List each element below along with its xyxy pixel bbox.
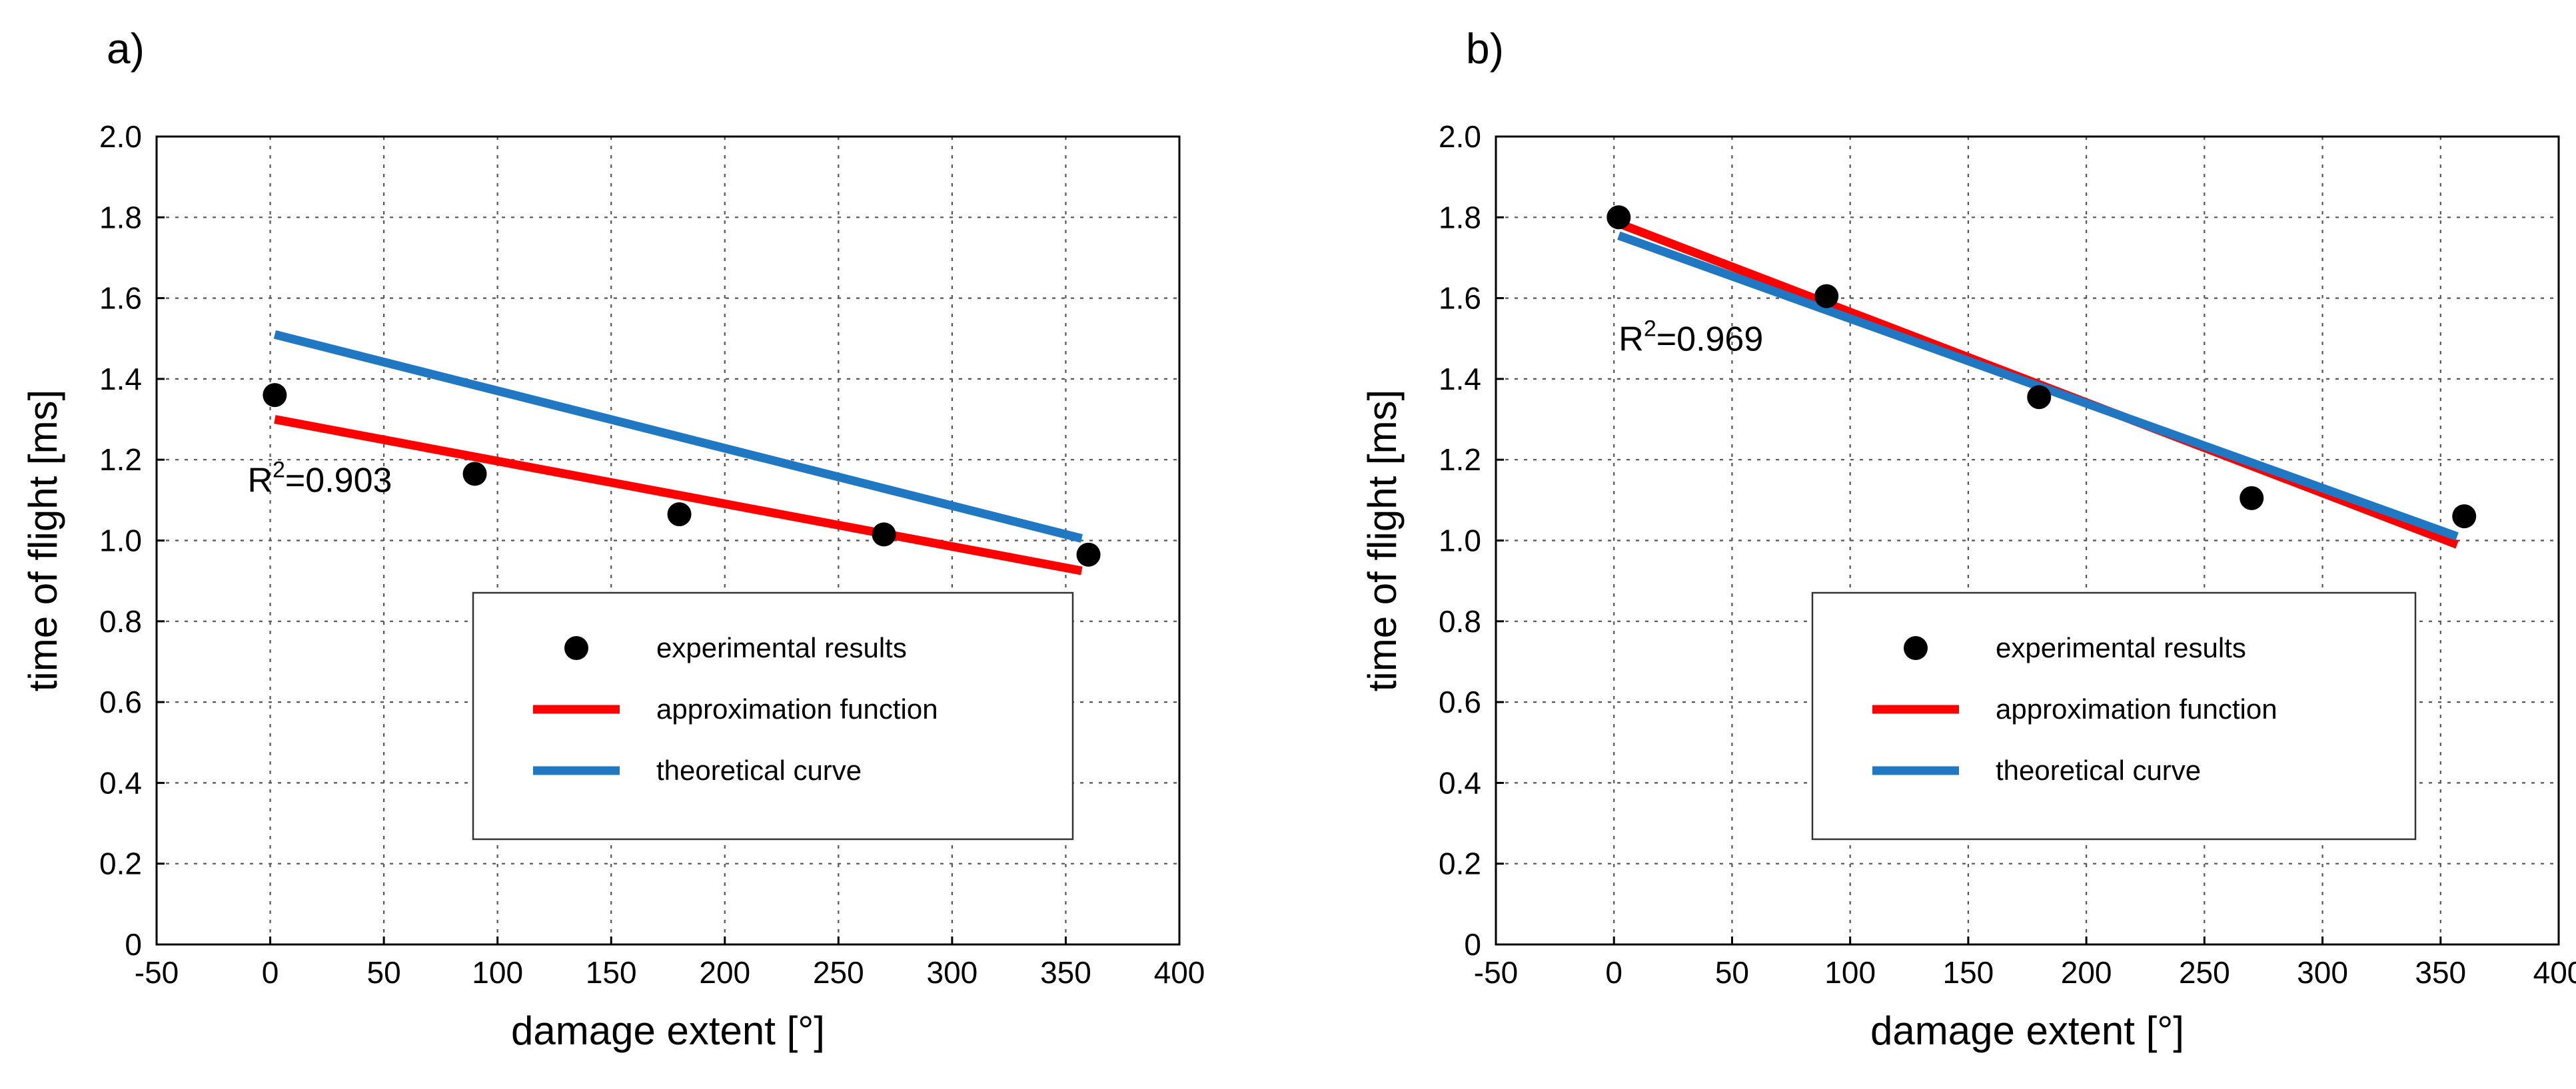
x-tick-label: 250 bbox=[813, 955, 864, 990]
legend: experimental results approximation functi… bbox=[1811, 591, 2417, 841]
y-tick-label: 1.4 bbox=[99, 362, 142, 396]
series-line-theoretical bbox=[273, 330, 1083, 543]
x-tick-label: 300 bbox=[927, 955, 978, 990]
y-tick-label: 0.4 bbox=[1439, 765, 1481, 800]
y-tick-label: 0.8 bbox=[1439, 604, 1481, 639]
legend-box bbox=[1811, 591, 2417, 841]
data-point bbox=[263, 383, 287, 408]
legend-entry-label: approximation function bbox=[656, 693, 938, 725]
y-tick-label: 0 bbox=[125, 927, 142, 962]
x-tick-label: 350 bbox=[2415, 955, 2466, 990]
y-tick-label: 0.6 bbox=[1439, 685, 1481, 719]
x-tick-label: 200 bbox=[699, 955, 750, 990]
x-tick-label: 0 bbox=[1605, 955, 1622, 990]
y-tick-label: 0.8 bbox=[99, 604, 142, 639]
r-squared-annotation: R2=0.903 bbox=[247, 458, 392, 500]
x-tick-label: 100 bbox=[1824, 955, 1876, 990]
legend-box bbox=[472, 591, 1074, 841]
panel-label: a) bbox=[107, 25, 145, 73]
legend-entry-label: theoretical curve bbox=[656, 755, 862, 786]
x-tick-label: -50 bbox=[135, 955, 179, 990]
panel-label: b) bbox=[1466, 25, 1504, 73]
y-tick-label: 0 bbox=[1464, 927, 1481, 962]
x-tick-label: 50 bbox=[367, 955, 401, 990]
x-axis-title: damage extent [°] bbox=[511, 1008, 825, 1053]
y-tick-label: 2.0 bbox=[1439, 119, 1481, 154]
y-tick-label: 1.8 bbox=[1439, 200, 1481, 234]
data-point bbox=[1814, 284, 1839, 308]
legend-entry-label: experimental results bbox=[656, 632, 907, 663]
legend-entry-label: approximation function bbox=[1996, 693, 2277, 725]
x-tick-label: 350 bbox=[1040, 955, 1091, 990]
chart-panel-a: -50 0 50 100 150 200 250 300 350 40000.20.40.60.8… bbox=[21, 25, 1205, 1053]
x-tick-label: -50 bbox=[1474, 955, 1518, 990]
data-point bbox=[2027, 385, 2052, 410]
x-tick-label: 50 bbox=[1715, 955, 1749, 990]
data-point bbox=[2452, 504, 2477, 529]
r-squared-annotation: R2=0.969 bbox=[1618, 316, 1763, 358]
x-tick-label: 100 bbox=[472, 955, 523, 990]
y-axis-title: time of flight [ms] bbox=[21, 390, 65, 691]
legend-entry-label: experimental results bbox=[1996, 632, 2246, 663]
x-tick-label: 400 bbox=[1154, 955, 1205, 990]
series-line-approximation bbox=[274, 415, 1083, 575]
y-tick-label: 1.6 bbox=[99, 281, 142, 316]
x-tick-label: 0 bbox=[262, 955, 279, 990]
y-tick-label: 1.8 bbox=[99, 200, 142, 234]
legend: experimental results approximation functi… bbox=[472, 591, 1074, 841]
y-tick-label: 1.0 bbox=[99, 524, 142, 558]
y-tick-label: 0.4 bbox=[99, 765, 142, 800]
y-tick-label: 2.0 bbox=[99, 119, 142, 154]
x-tick-label: 300 bbox=[2297, 955, 2348, 990]
data-point bbox=[1607, 205, 1631, 230]
y-tick-label: 1.6 bbox=[1439, 281, 1481, 316]
y-tick-label: 0.6 bbox=[99, 685, 142, 719]
data-point bbox=[462, 462, 487, 486]
y-tick-label: 0.2 bbox=[1439, 847, 1481, 881]
x-tick-label: 400 bbox=[2533, 955, 2576, 990]
x-axis-title: damage extent [°] bbox=[1870, 1008, 2184, 1053]
y-axis-title: time of flight [ms] bbox=[1360, 390, 1405, 691]
data-point bbox=[1076, 542, 1101, 567]
legend-marker-experimental bbox=[1904, 636, 1928, 660]
legend-marker-experimental bbox=[564, 636, 588, 660]
y-tick-label: 1.0 bbox=[1439, 524, 1481, 558]
chart-panel-b: -50 0 50 100 150 200 250 300 350 40000.20.40.60.8… bbox=[1360, 25, 2576, 1053]
data-point bbox=[872, 522, 896, 547]
x-tick-label: 150 bbox=[1943, 955, 1994, 990]
y-tick-label: 1.2 bbox=[99, 442, 142, 477]
y-tick-label: 1.2 bbox=[1439, 442, 1481, 477]
x-tick-label: 200 bbox=[2061, 955, 2112, 990]
y-tick-label: 1.4 bbox=[1439, 362, 1481, 396]
x-tick-label: 150 bbox=[586, 955, 637, 990]
x-tick-label: 250 bbox=[2179, 955, 2230, 990]
y-tick-label: 0.2 bbox=[99, 847, 142, 881]
legend-entry-label: theoretical curve bbox=[1996, 755, 2201, 786]
data-point bbox=[2240, 486, 2264, 510]
data-point bbox=[667, 502, 692, 527]
